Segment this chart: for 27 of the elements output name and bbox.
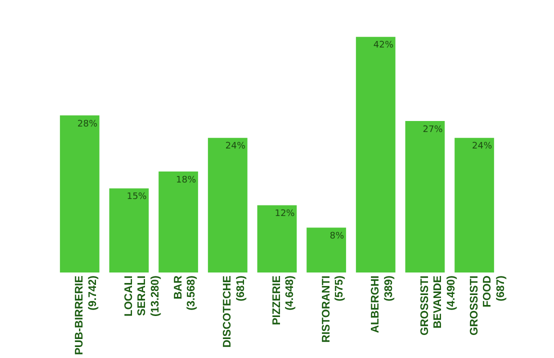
x-tick-label: PUB-BIRRERIE (9.742)	[74, 275, 99, 356]
data-label: 27%	[422, 124, 444, 135]
x-tick-label: PIZZERIE (4.648)	[271, 275, 296, 326]
x-tick-label: ALBERGHI (389)	[370, 275, 395, 334]
bar	[405, 121, 445, 273]
x-tick-label: LOCALI SERALI (13.280)	[123, 275, 162, 317]
x-tick-label: RISTORANTI (575)	[320, 275, 346, 343]
bar	[257, 205, 297, 273]
data-label: 24%	[225, 142, 246, 152]
bar	[356, 36, 396, 273]
x-tick-label: BAR (3.568)	[172, 275, 198, 310]
bar	[109, 188, 149, 273]
bar	[306, 228, 346, 273]
data-label: 28%	[77, 119, 98, 130]
x-tick-label: DISCOTECHE (681)	[222, 275, 247, 348]
data-label: 42%	[373, 40, 394, 51]
bar	[208, 138, 248, 273]
data-label: 15%	[126, 192, 148, 202]
bar	[60, 115, 100, 273]
data-label: 18%	[176, 175, 197, 186]
data-label: 24%	[472, 142, 493, 152]
bar	[158, 172, 198, 273]
data-label: 12%	[274, 209, 296, 220]
x-tick-label: GROSSISTI BEVANDE (4.490)	[419, 275, 458, 336]
x-tick-label: GROSSISTI FOOD (687)	[468, 275, 507, 336]
data-label: 8%	[330, 231, 345, 242]
bar	[454, 138, 494, 273]
